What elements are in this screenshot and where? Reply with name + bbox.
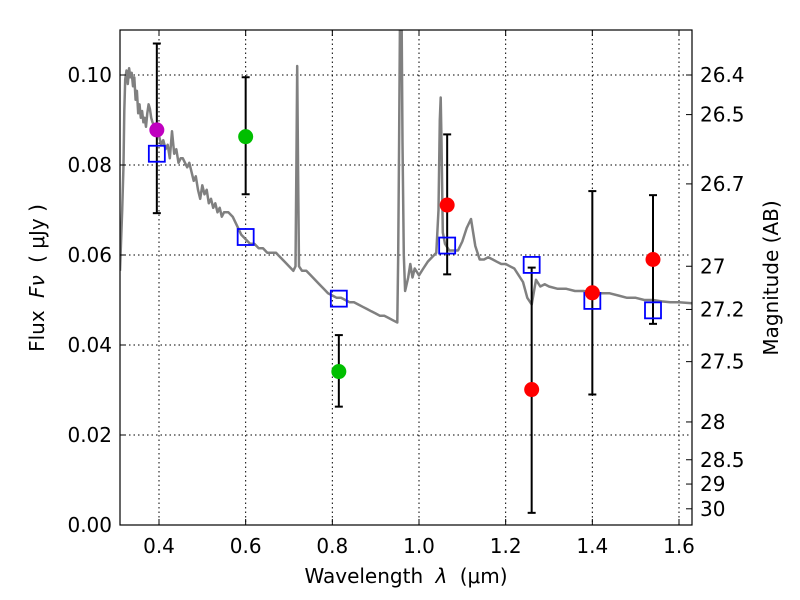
observed-flux-point — [584, 285, 600, 301]
grid — [120, 30, 692, 526]
y-tick-label: 0.08 — [67, 153, 112, 177]
model-markers — [147, 144, 662, 320]
magnitude-tick-label: 28.5 — [700, 448, 745, 472]
y-tick-label: 0.04 — [67, 333, 112, 357]
x-tick-label: 0.8 — [316, 534, 348, 558]
magnitude-tick-label: 26.4 — [700, 63, 745, 87]
model-photometry-marker — [438, 236, 457, 255]
y-tick-label: 0.06 — [67, 243, 112, 267]
x-axis-label-unit: (μm) — [460, 564, 508, 588]
model-photometry-marker — [236, 228, 255, 246]
plot-area — [120, 30, 692, 514]
observed-flux-point — [331, 364, 347, 380]
y-tick-label: 0.02 — [67, 423, 112, 447]
x-tick-label: 1.2 — [490, 534, 522, 558]
magnitude-axis-label: Magnitude (AB) — [759, 200, 783, 355]
x-axis-label-symbol: λ — [435, 564, 448, 588]
x-tick-label: 0.4 — [143, 534, 175, 558]
y-tick-label: 0.10 — [67, 63, 112, 87]
magnitude-tick-label: 27.2 — [700, 297, 745, 321]
x-tick-label: 1.6 — [663, 534, 695, 558]
x-tick-label: 1.4 — [576, 534, 608, 558]
observed-flux-point — [645, 252, 661, 267]
magnitude-tick-label: 29 — [700, 472, 725, 496]
x-tick-label: 0.6 — [230, 534, 262, 558]
x-axis-label-prefix: Wavelength — [304, 564, 423, 588]
observed-flux-point — [524, 382, 540, 398]
model-photometry-marker — [644, 301, 662, 320]
magnitude-tick-label: 27 — [700, 254, 725, 278]
magnitude-tick-label: 30 — [700, 497, 725, 521]
model-photometry-marker — [522, 255, 541, 274]
model-photometry-marker — [329, 289, 348, 308]
y-axis-ticks: 0.00 0.02 0.04 0.06 0.08 0.10 — [67, 63, 126, 537]
magnitude-tick-label: 28 — [700, 410, 725, 434]
observed-markers — [149, 122, 661, 398]
y-axis-label-prefix: Flux — [25, 310, 49, 352]
x-axis-label: Wavelength λ (μm) — [304, 564, 507, 588]
magnitude-tick-label: 26.7 — [700, 172, 745, 196]
observed-flux-point — [149, 122, 165, 138]
x-axis-ticks: 0.4 0.6 0.8 1.0 1.2 1.4 1.6 — [143, 30, 695, 558]
magnitude-tick-label: 27.5 — [700, 350, 745, 374]
x-tick-label: 1.0 — [403, 534, 435, 558]
y-axis-label-symbol: Fν — [25, 275, 49, 298]
y-tick-label: 0.00 — [67, 513, 112, 537]
sed-line — [120, 30, 692, 324]
magnitude-tick-label: 26.5 — [700, 103, 745, 127]
observed-flux-point — [238, 129, 254, 145]
observed-flux-point — [439, 197, 455, 213]
model-photometry-marker — [147, 144, 166, 163]
y-axis-label-unit: ( μJy ) — [25, 204, 49, 263]
plot-frame — [119, 29, 693, 526]
y-axis-label: Flux Fν ( μJy ) — [25, 204, 49, 352]
